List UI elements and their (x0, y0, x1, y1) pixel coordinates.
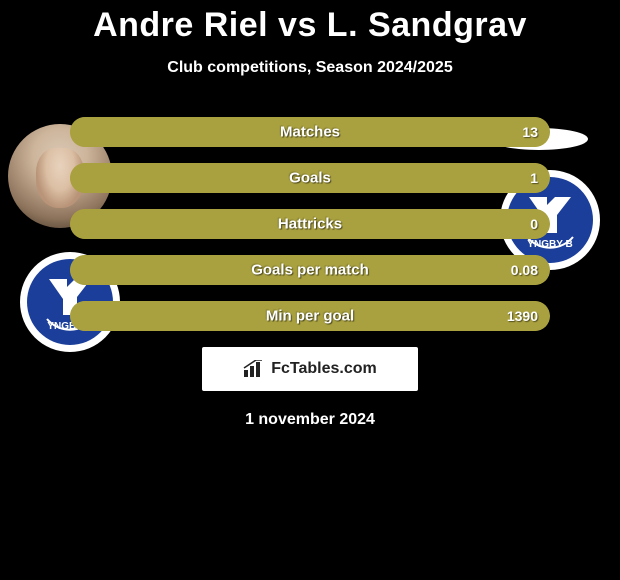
date-label: 1 november 2024 (0, 411, 620, 429)
comparison-card: Andre Riel vs L. Sandgrav Club competiti… (0, 0, 620, 580)
stat-value-right: 1 (530, 170, 538, 186)
stat-row: Goals per match 0.08 (70, 255, 550, 285)
stats-list: Matches 13 Goals 1 Hattricks 0 Goals per… (70, 117, 550, 331)
subtitle: Club competitions, Season 2024/2025 (0, 59, 620, 77)
watermark-text: FcTables.com (271, 360, 377, 378)
stat-row: Goals 1 (70, 163, 550, 193)
stat-row: Hattricks 0 (70, 209, 550, 239)
stat-label: Goals per match (251, 262, 369, 279)
stat-value-right: 13 (522, 124, 538, 140)
stat-row: Matches 13 (70, 117, 550, 147)
stat-label: Matches (280, 124, 340, 141)
bar-chart-icon (243, 360, 265, 378)
stat-row: Min per goal 1390 (70, 301, 550, 331)
stat-value-right: 0 (530, 216, 538, 232)
stat-label: Min per goal (266, 308, 354, 325)
page-title: Andre Riel vs L. Sandgrav (0, 0, 620, 45)
watermark: FcTables.com (202, 347, 418, 391)
stat-value-right: 1390 (507, 308, 538, 324)
stat-label: Hattricks (278, 216, 342, 233)
stat-value-right: 0.08 (511, 262, 538, 278)
stat-label: Goals (289, 170, 331, 187)
